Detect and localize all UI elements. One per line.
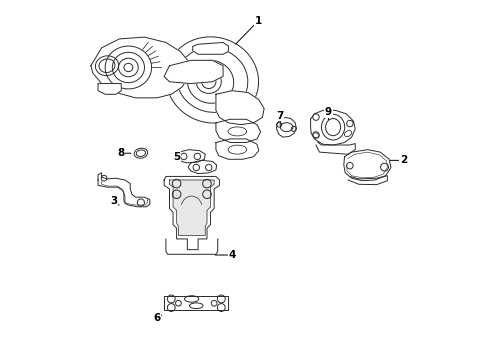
Polygon shape (216, 119, 260, 143)
Polygon shape (169, 180, 214, 235)
Text: 1: 1 (254, 16, 261, 26)
Text: 9: 9 (324, 107, 331, 117)
Text: 8: 8 (118, 148, 124, 158)
Polygon shape (216, 139, 258, 159)
Text: 2: 2 (399, 156, 406, 165)
Text: 7: 7 (276, 111, 284, 121)
Polygon shape (310, 111, 354, 145)
Polygon shape (165, 239, 217, 254)
Polygon shape (164, 296, 228, 310)
Polygon shape (315, 142, 354, 154)
Text: 3: 3 (110, 197, 118, 206)
Text: 4: 4 (228, 250, 235, 260)
Polygon shape (98, 84, 121, 94)
Polygon shape (91, 37, 189, 98)
Polygon shape (188, 160, 216, 174)
Text: 5: 5 (173, 152, 180, 162)
Polygon shape (98, 173, 149, 207)
Polygon shape (192, 42, 228, 54)
Polygon shape (176, 150, 205, 163)
Polygon shape (276, 117, 296, 137)
Polygon shape (164, 60, 223, 84)
Text: 6: 6 (153, 312, 160, 323)
Polygon shape (347, 176, 386, 185)
Polygon shape (216, 91, 264, 125)
Polygon shape (164, 176, 219, 249)
Polygon shape (343, 150, 390, 181)
